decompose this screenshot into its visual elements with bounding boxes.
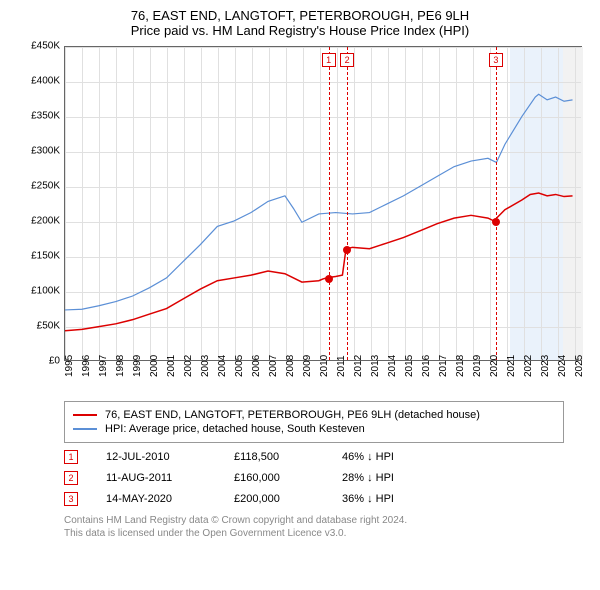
event-price: £160,000: [234, 472, 314, 484]
y-axis-label: £150K: [20, 251, 60, 262]
event-marker-2: 2: [64, 471, 78, 485]
y-axis-label: £250K: [20, 181, 60, 192]
event-date: 12-JUL-2010: [106, 451, 206, 463]
chart-title: 76, EAST END, LANGTOFT, PETERBOROUGH, PE…: [10, 8, 590, 23]
marker-dot-2: [343, 246, 351, 254]
footer: Contains HM Land Registry data © Crown c…: [64, 514, 590, 540]
marker-box-1: 1: [322, 53, 336, 67]
event-delta: 46% ↓ HPI: [342, 451, 394, 463]
legend-item: HPI: Average price, detached house, Sout…: [73, 423, 555, 435]
y-axis-label: £100K: [20, 286, 60, 297]
legend-item: 76, EAST END, LANGTOFT, PETERBOROUGH, PE…: [73, 409, 555, 421]
events-table: 1 12-JUL-2010 £118,500 46% ↓ HPI 2 11-AUG-201…: [64, 450, 564, 506]
marker-line-1: [329, 47, 330, 360]
event-marker-3: 3: [64, 492, 78, 506]
legend-label: 76, EAST END, LANGTOFT, PETERBOROUGH, PE…: [105, 409, 480, 421]
y-axis-label: £200K: [20, 216, 60, 227]
marker-box-2: 2: [340, 53, 354, 67]
event-row: 1 12-JUL-2010 £118,500 46% ↓ HPI: [64, 450, 564, 464]
legend: 76, EAST END, LANGTOFT, PETERBOROUGH, PE…: [64, 401, 564, 443]
marker-dot-3: [492, 218, 500, 226]
legend-swatch: [73, 428, 97, 430]
footer-line-2: This data is licensed under the Open Gov…: [64, 527, 590, 540]
event-delta: 28% ↓ HPI: [342, 472, 394, 484]
chart-area: £0 £50K £100K £150K £200K £250K £300K £350K £400…: [22, 46, 582, 391]
event-marker-1: 1: [64, 450, 78, 464]
marker-dot-1: [325, 275, 333, 283]
event-date: 11-AUG-2011: [106, 472, 206, 484]
event-row: 2 11-AUG-2011 £160,000 28% ↓ HPI: [64, 471, 564, 485]
event-price: £118,500: [234, 451, 314, 463]
marker-line-2: [347, 47, 348, 360]
marker-line-3: [496, 47, 497, 360]
legend-swatch: [73, 414, 97, 416]
marker-box-3: 3: [489, 53, 503, 67]
y-axis-label: £400K: [20, 76, 60, 87]
event-delta: 36% ↓ HPI: [342, 493, 394, 505]
y-axis-label: £450K: [20, 41, 60, 52]
legend-label: HPI: Average price, detached house, Sout…: [105, 423, 365, 435]
y-axis-label: £350K: [20, 111, 60, 122]
y-axis-label: £50K: [20, 321, 60, 332]
event-date: 14-MAY-2020: [106, 493, 206, 505]
y-axis-label: £0: [20, 356, 60, 367]
footer-line-1: Contains HM Land Registry data © Crown c…: [64, 514, 590, 527]
event-price: £200,000: [234, 493, 314, 505]
plot-area: 12 3: [64, 46, 582, 361]
chart-svg: [65, 47, 581, 360]
chart-container: 76, EAST END, LANGTOFT, PETERBOROUGH, PE…: [0, 0, 600, 590]
event-row: 3 14-MAY-2020 £200,000 36% ↓ HPI: [64, 492, 564, 506]
x-axis-label: 2025: [574, 355, 600, 377]
chart-subtitle: Price paid vs. HM Land Registry's House …: [10, 23, 590, 38]
y-axis-label: £300K: [20, 146, 60, 157]
